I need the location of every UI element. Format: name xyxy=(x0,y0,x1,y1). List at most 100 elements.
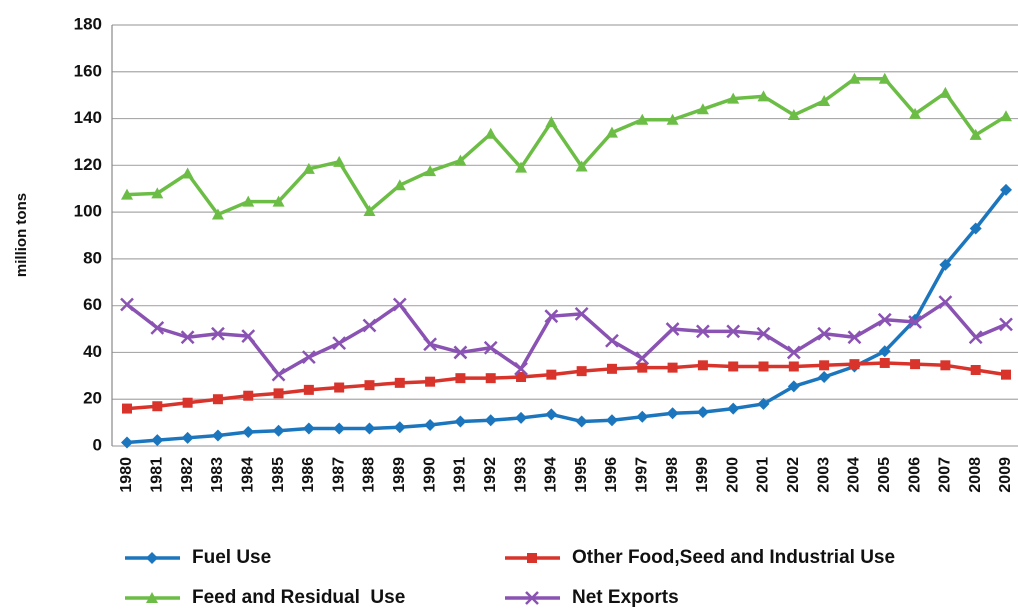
marker xyxy=(605,414,618,427)
marker xyxy=(302,162,315,174)
marker xyxy=(849,359,860,370)
marker xyxy=(787,380,800,393)
marker xyxy=(363,204,376,216)
marker xyxy=(576,366,587,377)
marker xyxy=(635,351,650,366)
marker xyxy=(122,403,132,414)
marker xyxy=(758,361,769,372)
marker xyxy=(181,167,194,179)
marker xyxy=(121,436,133,449)
marker xyxy=(180,330,195,345)
marker xyxy=(666,113,679,125)
marker xyxy=(394,377,405,388)
marker xyxy=(938,295,953,310)
legend-label: Fuel Use xyxy=(192,547,271,568)
marker xyxy=(484,414,497,427)
marker xyxy=(423,337,437,352)
marker xyxy=(848,72,861,84)
x-tick-label: 2003 xyxy=(815,457,832,493)
marker xyxy=(272,424,285,437)
marker xyxy=(545,116,558,128)
marker xyxy=(818,95,831,107)
marker xyxy=(364,380,375,391)
marker xyxy=(146,592,158,603)
marker xyxy=(999,317,1013,332)
marker xyxy=(453,345,468,360)
marker xyxy=(1000,110,1012,122)
marker xyxy=(878,72,891,84)
marker xyxy=(516,372,527,383)
marker xyxy=(908,315,922,329)
marker xyxy=(181,431,194,444)
marker xyxy=(606,363,617,374)
x-tick-label: 2009 xyxy=(997,457,1014,493)
x-tick-label: 1995 xyxy=(573,457,590,493)
marker xyxy=(242,425,255,438)
marker xyxy=(727,92,740,104)
marker xyxy=(969,128,982,140)
x-tick-label: 1990 xyxy=(421,457,438,493)
marker xyxy=(1001,369,1011,380)
x-tick-label: 1989 xyxy=(391,457,408,493)
y-tick-label: 60 xyxy=(83,295,102,314)
marker xyxy=(271,367,286,382)
marker xyxy=(696,406,709,419)
marker xyxy=(1000,183,1012,196)
x-tick-label: 1998 xyxy=(664,457,681,493)
x-tick-label: 1997 xyxy=(633,457,650,493)
y-tick-label: 180 xyxy=(74,14,102,33)
marker xyxy=(788,361,799,372)
marker xyxy=(301,350,316,365)
marker xyxy=(425,376,436,387)
marker xyxy=(969,222,982,235)
x-tick-label: 1988 xyxy=(361,457,378,493)
marker xyxy=(272,195,285,207)
marker xyxy=(605,126,618,138)
x-tick-label: 1985 xyxy=(270,457,287,493)
marker xyxy=(817,326,832,341)
marker xyxy=(940,360,951,371)
x-tick-label: 1986 xyxy=(300,457,317,493)
marker xyxy=(241,329,256,343)
marker xyxy=(424,165,437,177)
marker xyxy=(242,195,255,207)
marker xyxy=(485,373,496,384)
marker xyxy=(574,306,589,321)
marker xyxy=(151,434,164,447)
marker xyxy=(211,326,225,341)
marker xyxy=(333,422,346,435)
x-tick-label: 2005 xyxy=(876,457,893,493)
marker xyxy=(362,318,377,333)
x-tick-label: 1999 xyxy=(694,457,711,493)
marker xyxy=(146,552,158,564)
marker xyxy=(273,388,284,399)
y-axis-label: million tons xyxy=(13,193,30,277)
marker xyxy=(333,155,346,167)
marker xyxy=(910,359,921,370)
marker xyxy=(970,364,981,375)
marker xyxy=(939,258,952,271)
marker xyxy=(787,109,800,121)
marker xyxy=(696,103,709,115)
marker xyxy=(393,421,406,434)
series-line xyxy=(126,361,1007,411)
marker xyxy=(878,345,891,358)
y-tick-label: 0 xyxy=(93,435,102,454)
marker xyxy=(818,371,831,384)
marker xyxy=(121,188,133,200)
marker xyxy=(363,422,376,435)
marker xyxy=(303,384,314,395)
marker xyxy=(728,361,739,372)
y-tick-label: 140 xyxy=(74,108,102,127)
marker xyxy=(302,422,315,435)
marker xyxy=(665,322,680,336)
x-tick-label: 1984 xyxy=(239,457,256,493)
marker xyxy=(424,418,437,431)
marker xyxy=(544,309,559,324)
x-tick-label: 1994 xyxy=(543,457,560,493)
marker xyxy=(696,324,710,339)
x-tick-label: 1987 xyxy=(330,457,347,493)
marker xyxy=(636,410,649,423)
y-tick-label: 160 xyxy=(74,61,102,80)
